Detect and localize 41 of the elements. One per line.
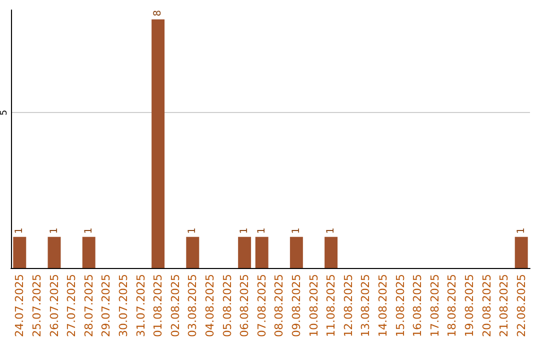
x-tick-label: 01.08.2025 [152, 274, 165, 338]
y-tick-label: 5 [0, 110, 10, 116]
x-tick-label: 19.08.2025 [462, 274, 476, 338]
x-tick-label: 04.08.2025 [203, 274, 216, 338]
x-tick-label: 24.07.2025 [13, 274, 26, 338]
x-tick-label: 07.08.2025 [255, 274, 268, 338]
data-label: 1 [14, 228, 26, 234]
x-tick-label: 10.08.2025 [307, 274, 320, 338]
data-label: 1 [256, 228, 268, 234]
x-tick-label: 28.07.2025 [82, 274, 96, 338]
data-label: 1 [516, 228, 527, 234]
x-tick-label: 11.08.2025 [324, 274, 338, 338]
x-tick-label: 03.08.2025 [186, 274, 200, 338]
data-label: 1 [48, 228, 60, 234]
x-tick-label: 25.07.2025 [30, 274, 44, 338]
x-tick-label: 22.08.2025 [514, 274, 528, 338]
x-tick-label: 02.08.2025 [168, 274, 182, 338]
x-tick-label: 06.08.2025 [238, 274, 252, 338]
x-tick-label: 21.08.2025 [498, 274, 511, 338]
x-tick-label: 14.08.2025 [376, 274, 390, 338]
data-label: 1 [326, 228, 337, 234]
x-tick-label: 09.08.2025 [290, 274, 303, 338]
data-label: 1 [83, 228, 94, 234]
x-tick-label: 15.08.2025 [394, 274, 407, 338]
data-label: 1 [239, 228, 250, 234]
x-tick-label: 12.08.2025 [342, 274, 355, 338]
data-label: 8 [152, 10, 164, 16]
x-tick-label: 16.08.2025 [411, 274, 424, 338]
x-tick-label: 27.07.2025 [65, 274, 78, 338]
x-tick-label: 17.08.2025 [428, 274, 442, 338]
x-tick-label: 29.07.2025 [100, 274, 113, 338]
x-tick-label: 20.08.2025 [480, 274, 494, 338]
data-label: 1 [290, 228, 302, 234]
x-tick-label: 13.08.2025 [359, 274, 372, 338]
x-tick-label: 30.07.2025 [116, 274, 130, 338]
x-tick-label: 18.08.2025 [446, 274, 459, 338]
x-tick-label: 26.07.2025 [48, 274, 61, 338]
x-tick-label: 31.07.2025 [134, 274, 148, 338]
x-tick-label: 08.08.2025 [272, 274, 286, 338]
data-label: 1 [187, 228, 198, 234]
x-tick-label: 05.08.2025 [220, 274, 234, 338]
